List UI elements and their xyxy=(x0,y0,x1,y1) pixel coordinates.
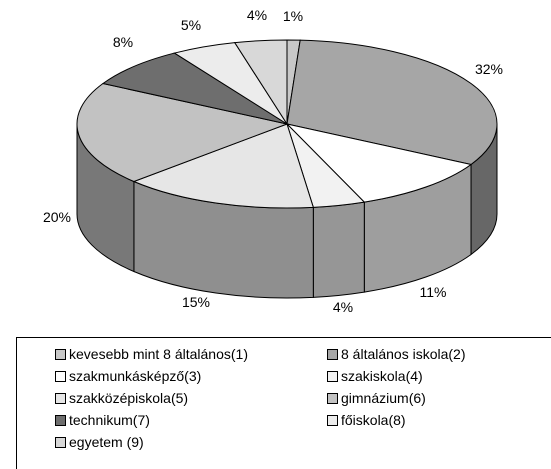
legend-item-szakk-z-piskola-5: szakközépiskola(5) xyxy=(55,389,188,407)
legend-item-technikum-7: technikum(7) xyxy=(55,411,150,429)
legend-item-szakmunk-sk-pz-3: szakmunkásképző(3) xyxy=(55,367,201,385)
pie-slice-technikum-7 xyxy=(101,52,288,125)
legend: kevesebb mint 8 általános(1) 8 általános … xyxy=(16,337,551,469)
pie-value-label-technikum-7: 8% xyxy=(113,34,133,50)
legend-item-f-iskola-8: főiskola(8) xyxy=(327,411,406,429)
pie-sides xyxy=(76,123,498,299)
pie-slice-szakk-z-piskola-5 xyxy=(132,123,314,209)
pie-value-label-8-ltal-nos-iskola-2: 32% xyxy=(475,61,503,77)
pie-value-label-egyetem-9: 4% xyxy=(247,7,267,23)
pie-side-szakiskola-4 xyxy=(312,201,365,298)
legend-label: gimnázium(6) xyxy=(341,390,426,406)
pie-top-slices xyxy=(76,39,498,209)
pie-slice-egyetem-9 xyxy=(233,39,288,126)
legend-swatch xyxy=(55,370,66,382)
legend-label: technikum(7) xyxy=(69,412,150,428)
pie-value-label-szakk-z-piskola-5: 15% xyxy=(182,294,210,310)
pie-slice-szakmunk-sk-pz-3 xyxy=(285,123,473,203)
legend-label: szakközépiskola(5) xyxy=(69,390,189,406)
legend-swatch xyxy=(327,370,338,382)
legend-label: főiskola(8) xyxy=(341,412,406,428)
pie-value-label-gimn-zium-6: 20% xyxy=(43,209,71,225)
legend-swatch xyxy=(55,392,66,404)
pie-value-label-szakmunk-sk-pz-3: 11% xyxy=(420,284,447,300)
legend-item-egyetem-9: egyetem (9) xyxy=(55,433,144,451)
legend-swatch xyxy=(327,348,338,360)
pie-value-label-szakiskola-4: 4% xyxy=(333,299,353,315)
legend-item-szakiskola-4: szakiskola(4) xyxy=(327,367,423,385)
legend-item-gimn-zium-6: gimnázium(6) xyxy=(327,389,426,407)
legend-item-kevesebb-mint-8-ltal-nos-1: kevesebb mint 8 általános(1) xyxy=(55,345,248,363)
pie-value-label-kevesebb-mint-8-ltal-nos-1: 1% xyxy=(283,8,303,24)
legend-label: kevesebb mint 8 általános(1) xyxy=(69,346,248,362)
legend-label: szakiskola(4) xyxy=(341,368,423,384)
legend-swatch xyxy=(55,436,66,448)
legend-item-8-ltal-nos-iskola-2: 8 általános iskola(2) xyxy=(327,345,466,363)
pie-chart: 1% 32% 11% 4% 15% 20% 8% 5% 4% xyxy=(43,7,503,315)
legend-swatch xyxy=(55,348,66,360)
legend-label: egyetem (9) xyxy=(69,434,144,450)
pie-slice-8-ltal-nos-iskola-2 xyxy=(286,39,498,166)
legend-label: szakmunkásképző(3) xyxy=(69,368,202,384)
pie-value-labels: 1% 32% 11% 4% 15% 20% 8% 5% 4% xyxy=(43,7,503,315)
legend-swatch xyxy=(327,392,338,404)
legend-swatch xyxy=(55,414,66,426)
legend-label: 8 általános iskola(2) xyxy=(341,346,466,362)
pie-slice-gimn-zium-6 xyxy=(76,82,289,183)
pie-value-label-f-iskola-8: 5% xyxy=(181,17,201,33)
legend-swatch xyxy=(327,414,338,426)
